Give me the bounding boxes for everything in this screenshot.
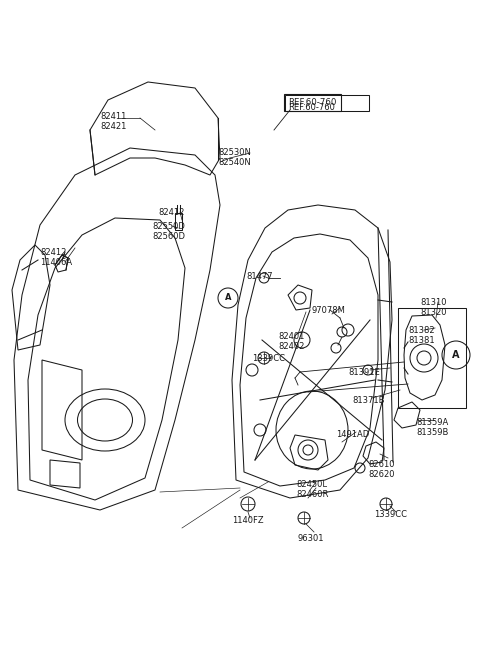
Text: A: A [452,350,460,360]
Text: 82550D
82560D: 82550D 82560D [152,222,185,241]
Text: 81382
81381: 81382 81381 [408,326,434,346]
Text: 81310
81320: 81310 81320 [420,298,446,318]
Text: 82412: 82412 [158,208,184,217]
Text: 82450L
82460R: 82450L 82460R [296,480,328,499]
Text: REF.60-760: REF.60-760 [288,103,335,112]
Text: 1339CC: 1339CC [252,354,285,363]
Text: 82530N
82540N: 82530N 82540N [218,148,251,167]
Text: A: A [225,293,231,302]
Text: 82610
82620: 82610 82620 [368,460,395,480]
Text: 1491AD: 1491AD [336,430,369,439]
Text: 81391E: 81391E [348,368,380,377]
Text: REF.60-760: REF.60-760 [288,98,336,107]
Text: 97078M: 97078M [312,306,346,315]
Text: 1339CC: 1339CC [374,510,407,519]
Text: 81359A
81359B: 81359A 81359B [416,418,448,438]
Text: 81371B: 81371B [352,396,384,405]
Text: 82401
82402: 82401 82402 [278,332,304,352]
Text: 81477: 81477 [246,272,273,281]
Text: 1140FZ: 1140FZ [232,516,264,525]
Text: 82412
11406A: 82412 11406A [40,248,72,268]
Text: 82411
82421: 82411 82421 [100,112,126,131]
Text: 96301: 96301 [298,534,324,543]
